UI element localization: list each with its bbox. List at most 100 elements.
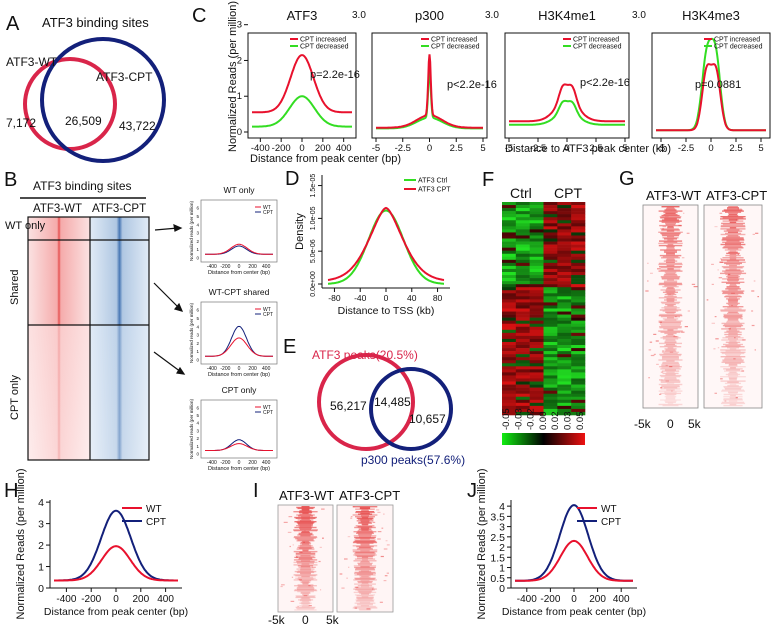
- heatmap-streak: [359, 575, 371, 577]
- heatmap-streak: [297, 576, 314, 579]
- panel-b: B ATF3 binding sites ATF3-WT ATF3-CPT WT…: [4, 169, 278, 472]
- heatmap-streak: [353, 591, 377, 594]
- heatmap-f-cell: [571, 305, 586, 309]
- heatmap-f-cell: [515, 323, 530, 328]
- heatmap-streak: [301, 575, 310, 578]
- heatmap-speck: [648, 377, 650, 379]
- heatmap-streak: [658, 263, 683, 266]
- heatmap-streak: [662, 291, 678, 293]
- heatmap-streak: [721, 401, 745, 403]
- heatmap-f-scale-label: -0.05: [501, 408, 512, 430]
- heatmap-f-scale-label: -0.03: [513, 408, 524, 430]
- heatmap-streak: [661, 351, 680, 353]
- mini-ylabel: Normalized reads (per million): [189, 200, 194, 261]
- heatmap-f-cell: [529, 235, 544, 239]
- heatmap-streak: [661, 221, 680, 223]
- heatmap-streak: [302, 582, 309, 584]
- heatmap-f-cell: [529, 399, 544, 404]
- panel-letter-b: B: [4, 169, 17, 191]
- heatmap-f-cell: [571, 381, 586, 385]
- heatmap-f-cell: [571, 217, 586, 221]
- heatmap-f-cell: [515, 299, 530, 303]
- heatmap-streak: [725, 254, 741, 257]
- heatmap-f-cell: [515, 341, 530, 346]
- heatmap-streak: [293, 590, 318, 592]
- heatmap-f-cell: [529, 390, 544, 394]
- heatmap-streak: [662, 372, 679, 375]
- heatmap-streak: [352, 545, 378, 547]
- heatmap-streak: [353, 565, 377, 567]
- series-atf3-cpt-line: [327, 206, 445, 281]
- heatmap-streak: [355, 567, 375, 569]
- panel-c-ytick-label: 2: [237, 55, 242, 66]
- xlabel: Distance from peak center (bp): [502, 606, 646, 618]
- legend-decreased-label: CPT decreased: [300, 44, 349, 51]
- heatmap-streak: [295, 575, 316, 577]
- heatmap-speck: [660, 387, 663, 389]
- heatmap-streak: [664, 238, 677, 240]
- heatmap-f-cell: [557, 299, 572, 303]
- heatmap-speck: [318, 560, 321, 563]
- heatmap-f-cell: [515, 217, 530, 221]
- series-cpt-increased-line: [376, 54, 483, 129]
- heatmap-f-cell: [529, 256, 544, 261]
- heatmap-f-cell: [515, 226, 530, 230]
- heatmap-streak: [356, 597, 374, 599]
- heatmap-streak: [297, 578, 314, 580]
- heatmap-f-cell: [557, 372, 572, 376]
- heatmap-streak: [298, 533, 313, 535]
- legend-cpt-label: CPT: [601, 517, 621, 528]
- heatmap-f-cell: [571, 235, 586, 239]
- mini-plot-title: WT-CPT shared: [209, 287, 270, 297]
- heatmap-streak: [728, 219, 738, 221]
- mini-xtick-label: 0: [238, 264, 241, 270]
- heatmap-f-cell: [515, 268, 530, 273]
- heatmap-streak: [727, 293, 739, 296]
- heatmap-streak: [729, 268, 737, 270]
- heatmap-speck: [706, 299, 709, 301]
- heatmap-f-cell: [557, 296, 572, 300]
- heatmap-f-cell: [515, 214, 530, 218]
- ytick-label: 2: [499, 542, 505, 554]
- heatmap-streak: [660, 267, 681, 269]
- panel-d-xtick-label: 40: [407, 293, 417, 303]
- heatmap-f-cell: [502, 253, 517, 258]
- heatmap-speck: [752, 233, 755, 235]
- heatmap-f-cell: [571, 247, 586, 251]
- heatmap-speck: [691, 283, 696, 285]
- panel-b-arrows: [153, 224, 186, 375]
- heatmap-i-xtick-right: 5k: [326, 613, 340, 626]
- heatmap-f-cell: [502, 244, 517, 248]
- series-cpt-increased-line: [252, 54, 352, 114]
- heatmap-f-cell: [557, 208, 572, 212]
- heatmap-f-cell: [529, 360, 544, 364]
- heatmap-f-cell: [543, 335, 558, 340]
- heatmap-streak: [664, 369, 676, 371]
- heatmap-f-cell: [515, 259, 530, 264]
- heatmap-streak: [729, 253, 737, 256]
- heatmap-streak: [727, 274, 739, 277]
- heatmap-streak: [724, 333, 742, 336]
- xtick-label: 400: [613, 594, 630, 605]
- mini-plot-frame: [200, 199, 278, 263]
- heatmap-streak: [728, 212, 738, 215]
- heatmap-f-cell: [515, 402, 530, 407]
- heatmap-f-cell: [529, 205, 544, 209]
- heatmap-streak: [353, 579, 377, 581]
- heatmap-streak: [729, 256, 737, 258]
- heatmap-f-cell: [543, 384, 558, 388]
- heatmap-streak: [721, 222, 745, 225]
- heatmap-streak: [361, 523, 369, 525]
- heatmap-f-cell: [557, 314, 572, 318]
- heatmap-streak: [728, 329, 738, 331]
- mini-ytick-label: 1: [196, 349, 199, 354]
- heatmap-streak: [659, 353, 682, 356]
- heatmap-streak: [667, 304, 674, 307]
- mini-xtick-label: 400: [262, 460, 271, 466]
- heatmap-streak: [298, 545, 313, 547]
- heatmap-f-cell: [557, 278, 572, 282]
- heatmap-f-cell: [543, 357, 558, 361]
- heatmap-streak: [721, 290, 745, 292]
- heatmap-streak: [361, 575, 369, 578]
- heatmap-streak: [660, 321, 681, 323]
